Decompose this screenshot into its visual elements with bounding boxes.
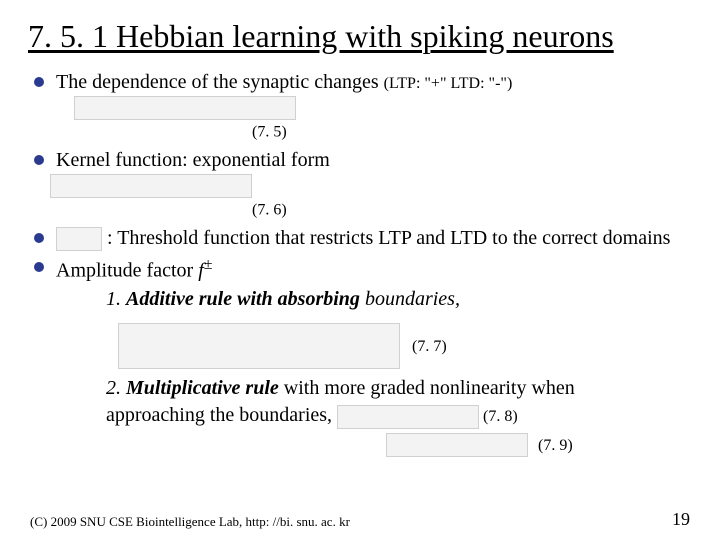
rule2-main: Multiplicative rule [126, 377, 279, 399]
page-number: 19 [672, 509, 690, 530]
eqnum-7-5: (7. 5) [252, 123, 287, 140]
theta-x-image [56, 227, 102, 251]
eq-7-7-row: (7. 7) [118, 323, 692, 369]
eqnum-7-6: (7. 6) [252, 201, 287, 218]
equation-7-6-image [50, 174, 252, 198]
amplitude-sup: ± [204, 256, 213, 273]
rule1-main: Additive rule with absorbing [126, 288, 360, 310]
bullet-dependence-paren: (LTP: "+" LTD: "-") [384, 75, 513, 92]
eqnum-7-8: (7. 8) [483, 406, 518, 428]
equation-7-7-image [118, 323, 400, 369]
bullet-amplitude-pre: Amplitude factor [56, 259, 198, 281]
bullet-list: The dependence of the synaptic changes (… [28, 69, 692, 458]
bullet-threshold: : Threshold function that restricts LTP … [32, 225, 692, 252]
slide-title: 7. 5. 1 Hebbian learning with spiking ne… [28, 18, 692, 55]
rule2-pre: 2. [106, 377, 126, 399]
eq-7-9-row: (7. 9) [386, 433, 692, 457]
bullet-dependence: The dependence of the synaptic changes (… [32, 69, 692, 120]
bullet-kernel: Kernel function: exponential form [32, 147, 692, 198]
eqnum-7-9: (7. 9) [538, 435, 573, 457]
eqnum-7-7: (7. 7) [412, 336, 447, 358]
rule-1: 1. Additive rule with absorbing boundari… [106, 286, 692, 313]
rule1-tail: boundaries, [360, 288, 460, 310]
slide-root: 7. 5. 1 Hebbian learning with spiking ne… [0, 0, 720, 540]
rule-2: 2. Multiplicative rule with more graded … [106, 375, 692, 429]
eq-7-6-row [50, 174, 692, 198]
eq-7-5-row [74, 96, 692, 120]
equation-7-8-image [337, 405, 479, 429]
footer-copyright: (C) 2009 SNU CSE Biointelligence Lab, ht… [30, 514, 350, 530]
equation-7-9-image [386, 433, 528, 457]
bullet-kernel-text: Kernel function: exponential form [56, 149, 330, 171]
equation-7-5-image [74, 96, 296, 120]
bullet-threshold-text: : Threshold function that restricts LTP … [107, 227, 670, 249]
rule1-pre: 1. [106, 288, 126, 310]
bullet-dependence-text: The dependence of the synaptic changes [56, 71, 384, 93]
bullet-amplitude: Amplitude factor f± 1. Additive rule wit… [32, 254, 692, 458]
slide-body: The dependence of the synaptic changes (… [28, 69, 692, 458]
footer: (C) 2009 SNU CSE Biointelligence Lab, ht… [30, 509, 690, 530]
